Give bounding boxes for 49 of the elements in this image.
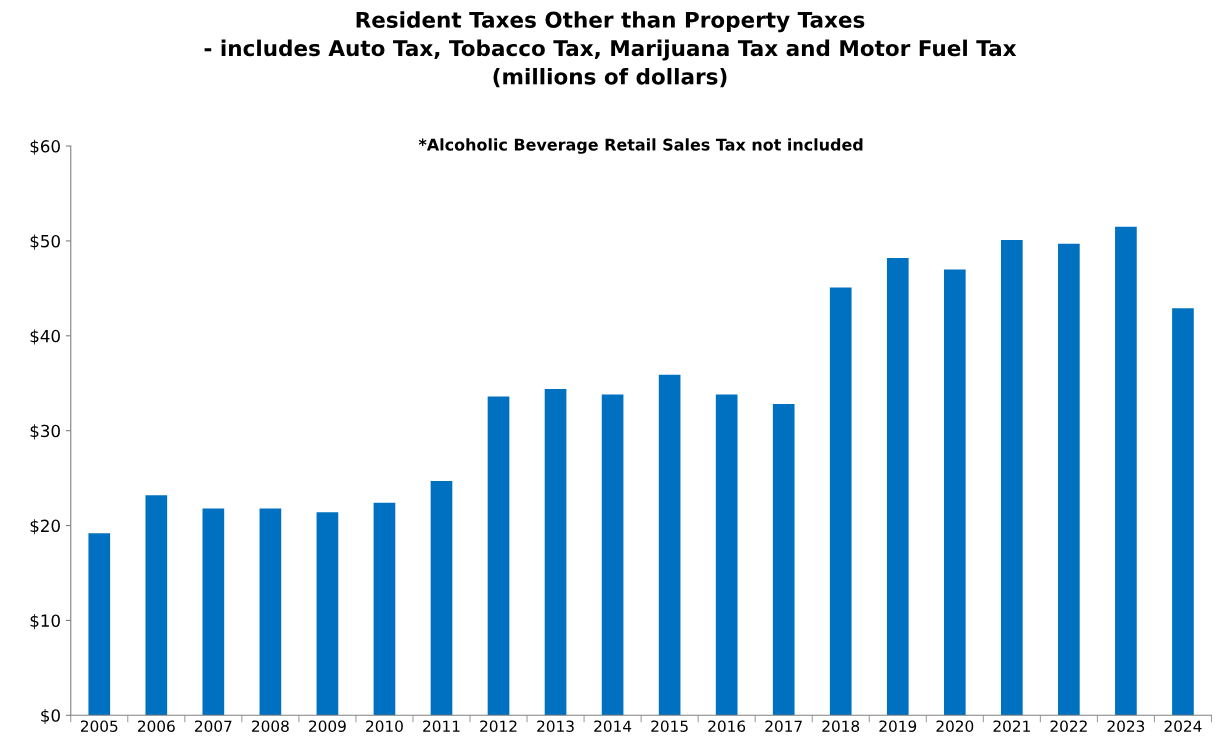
y-tick-label: $0 bbox=[41, 708, 60, 725]
x-tick-label: 2006 bbox=[137, 720, 175, 732]
bar bbox=[1058, 243, 1080, 716]
y-tick-label: $40 bbox=[30, 329, 60, 345]
x-tick-label: 2005 bbox=[80, 720, 118, 732]
y-tick-label: $10 bbox=[30, 614, 60, 630]
y-tick-label: $50 bbox=[30, 234, 60, 250]
x-tick-label: 2016 bbox=[708, 720, 746, 732]
x-tick-label: 2013 bbox=[537, 720, 574, 732]
x-tick-label: 2019 bbox=[879, 720, 917, 732]
x-tick-label: 2015 bbox=[651, 720, 688, 732]
bar bbox=[886, 258, 909, 716]
x-tick-label: 2020 bbox=[936, 720, 974, 732]
y-tick-label: $20 bbox=[30, 519, 60, 535]
bar bbox=[373, 502, 396, 716]
chart-subtitle: *Alcoholic Beverage Retail Sales Tax not included bbox=[418, 138, 863, 154]
x-tick-label: 2017 bbox=[765, 720, 802, 732]
bar bbox=[544, 388, 567, 716]
x-tick-label: 2009 bbox=[309, 720, 346, 732]
bar bbox=[259, 508, 282, 716]
bar bbox=[1172, 308, 1194, 716]
bar bbox=[316, 512, 339, 716]
x-tick-label: 2022 bbox=[1050, 720, 1087, 732]
x-tick-label: 2014 bbox=[594, 720, 632, 732]
x-tick-label: 2024 bbox=[1164, 720, 1202, 732]
bar bbox=[1115, 226, 1137, 716]
x-tick-label: 2010 bbox=[366, 720, 403, 732]
bar bbox=[202, 508, 225, 716]
bar bbox=[88, 533, 111, 716]
y-tick-label: $30 bbox=[30, 424, 60, 440]
x-tick-label: 2007 bbox=[195, 720, 232, 732]
bar bbox=[487, 396, 510, 716]
bar bbox=[1001, 239, 1023, 716]
x-tick-label: 2011 bbox=[423, 720, 460, 732]
bar bbox=[601, 394, 624, 716]
bar bbox=[145, 495, 168, 716]
bar bbox=[829, 287, 852, 716]
bar bbox=[943, 269, 966, 716]
x-tick-label: 2018 bbox=[822, 720, 860, 732]
bar bbox=[715, 394, 738, 716]
bar bbox=[658, 374, 681, 716]
x-tick-label: 2023 bbox=[1107, 720, 1145, 732]
bar bbox=[772, 404, 795, 716]
bar bbox=[430, 480, 453, 716]
chart-title: Resident Taxes Other than Property Taxes - includes Auto Tax, Tobacco Tax, Marijuana Tax and Motor Fuel Tax (millions of dollars) bbox=[204, 11, 1017, 88]
x-tick-label: 2012 bbox=[480, 720, 517, 732]
x-tick-label: 2021 bbox=[993, 720, 1030, 732]
y-tick-label: $60 bbox=[30, 139, 60, 155]
x-tick-label: 2008 bbox=[252, 720, 289, 732]
